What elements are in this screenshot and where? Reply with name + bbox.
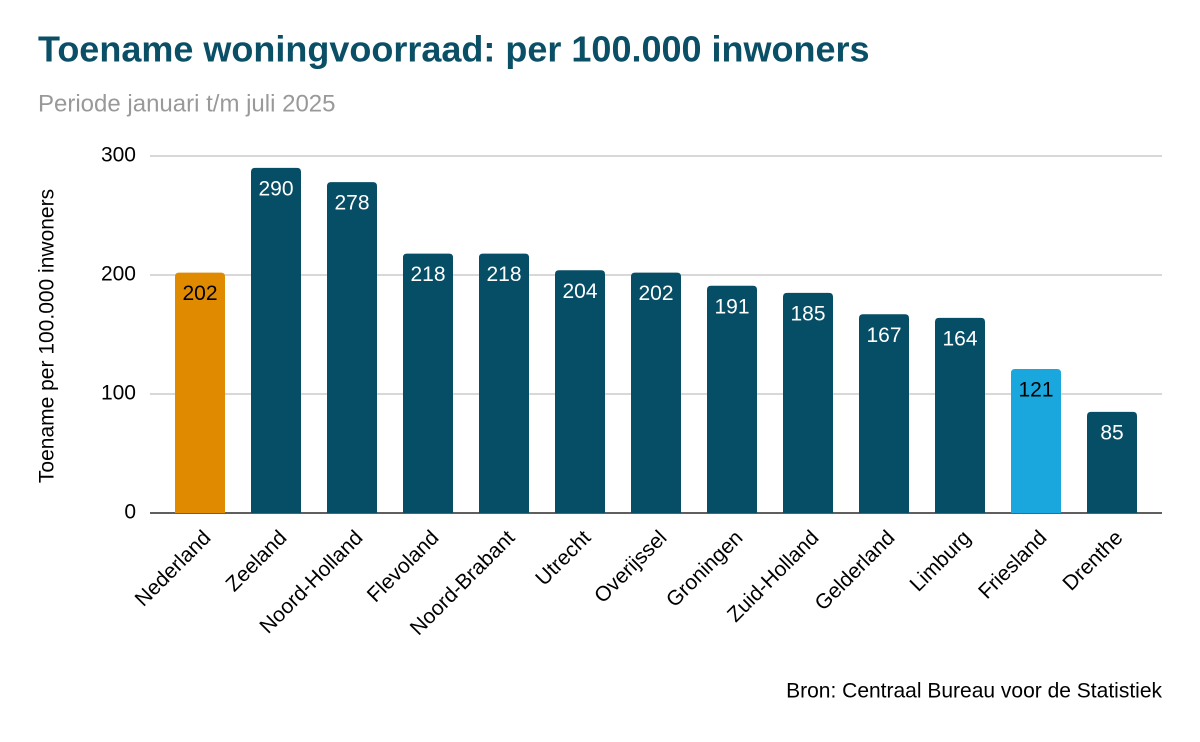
data-label: 204 (562, 280, 597, 303)
data-label: 218 (486, 263, 521, 286)
bar (555, 270, 605, 513)
data-label: 85 (1100, 421, 1123, 444)
bar (1011, 369, 1061, 513)
data-label: 202 (638, 282, 673, 305)
bar (175, 272, 225, 513)
bar (707, 285, 757, 513)
chart-title: Toename woningvoorraad: per 100.000 inwo… (38, 29, 870, 70)
bar (327, 182, 377, 513)
y-tick-label: 100 (101, 382, 136, 405)
bar (251, 167, 301, 513)
data-label: 202 (182, 282, 217, 305)
y-tick-label: 300 (101, 144, 136, 167)
data-label: 290 (258, 177, 293, 200)
bar (479, 253, 529, 513)
data-label: 218 (410, 263, 445, 286)
bar (1087, 411, 1137, 513)
data-label: 191 (714, 295, 749, 318)
y-tick-label: 0 (124, 501, 136, 524)
data-label: 121 (1018, 379, 1053, 402)
data-label: 185 (790, 302, 825, 325)
chart-subtitle: Periode januari t/m juli 2025 (38, 90, 336, 117)
data-label: 164 (942, 327, 977, 350)
data-label: 167 (866, 324, 901, 347)
data-label: 278 (334, 192, 369, 215)
bar (859, 314, 909, 513)
bar (403, 253, 453, 513)
bar (783, 292, 833, 513)
bar (935, 317, 985, 513)
bar (631, 272, 681, 513)
y-tick-label: 200 (101, 263, 136, 286)
y-axis-title: Toename per 100.000 inwoners (36, 189, 59, 483)
source: Bron: Centraal Bureau voor de Statistiek (786, 680, 1162, 703)
